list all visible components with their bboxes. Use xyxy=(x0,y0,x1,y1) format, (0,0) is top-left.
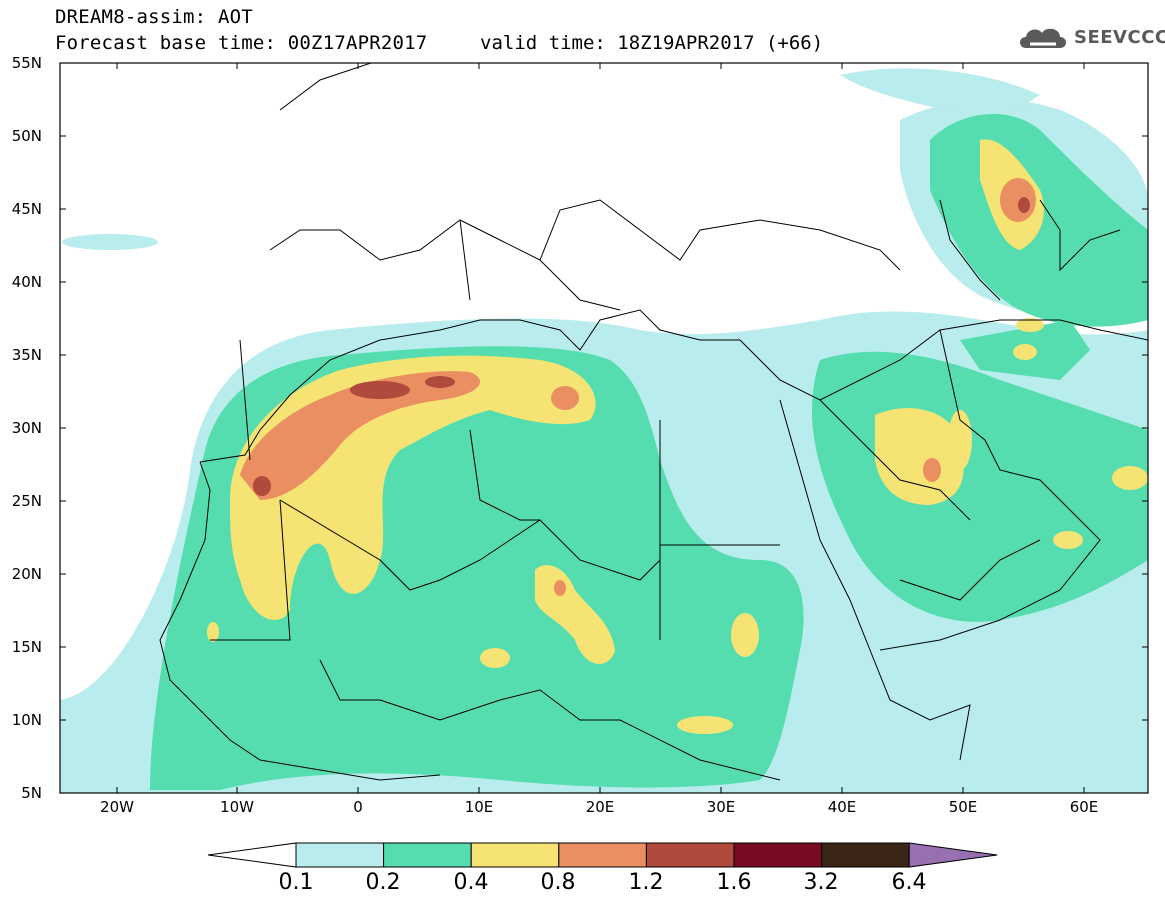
legend-label: 0.1 xyxy=(278,870,314,895)
lon-label: 40E xyxy=(827,798,857,816)
lon-label: 0 xyxy=(353,798,363,816)
lat-label: 40N xyxy=(11,273,42,291)
cloud-icon xyxy=(1020,28,1066,48)
lon-label: 20W xyxy=(100,798,134,816)
lon-label: 60E xyxy=(1069,798,1099,816)
valid-time: valid time: 18Z19APR2017 (+66) xyxy=(480,32,824,54)
aot-field xyxy=(60,63,1148,793)
coastlines xyxy=(159,63,1148,781)
lon-label: 10E xyxy=(464,798,494,816)
legend-label: 0.8 xyxy=(540,870,576,895)
lat-label: 55N xyxy=(11,54,42,72)
lat-label: 35N xyxy=(11,346,42,364)
lat-label: 10N xyxy=(11,711,42,729)
legend-label: 1.2 xyxy=(628,870,664,895)
forecast-base-time: Forecast base time: 00Z17APR2017 xyxy=(55,32,428,54)
legend-label: 0.4 xyxy=(453,870,489,895)
legend-label: 3.2 xyxy=(803,870,839,895)
logo-text: SEEVCCC xyxy=(1074,27,1165,48)
aot-band-1.2 xyxy=(253,197,1030,496)
lat-label: 15N xyxy=(11,638,42,656)
lon-label: 20E xyxy=(585,798,615,816)
lat-label: 50N xyxy=(11,127,42,145)
lat-label: 20N xyxy=(11,565,42,583)
seevccc-logo: SEEVCCC xyxy=(1016,22,1165,58)
lat-label: 30N xyxy=(11,419,42,437)
lat-label: 25N xyxy=(11,492,42,510)
legend-label: 1.6 xyxy=(716,870,752,895)
legend-label: 6.4 xyxy=(891,870,927,895)
lat-label: 5N xyxy=(21,784,42,802)
axis-ticks xyxy=(60,62,1148,793)
lat-label: 45N xyxy=(11,200,42,218)
model-title: DREAM8-assim: AOT xyxy=(55,6,253,28)
legend-label: 0.2 xyxy=(365,870,401,895)
lon-label: 10W xyxy=(220,798,254,816)
lon-label: 50E xyxy=(948,798,978,816)
lon-label: 30E xyxy=(706,798,736,816)
